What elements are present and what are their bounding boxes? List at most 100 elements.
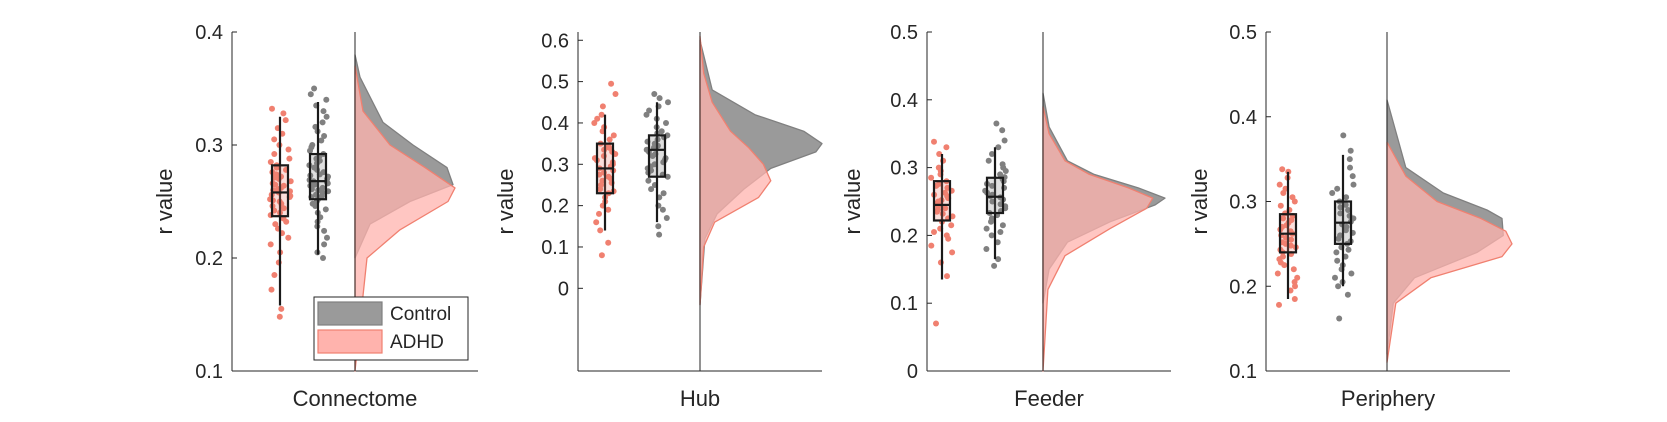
data-point-adhd <box>1290 266 1297 273</box>
data-point-adhd <box>271 272 278 278</box>
data-point-control <box>1346 156 1353 163</box>
data-point-adhd <box>278 305 285 312</box>
y-axis-label: r value <box>493 168 518 234</box>
data-point-adhd <box>942 189 948 196</box>
data-point-control <box>1350 181 1357 188</box>
data-point-adhd <box>598 111 605 118</box>
data-point-control <box>1340 132 1347 139</box>
data-point-control <box>1343 194 1350 201</box>
data-point-control <box>991 262 998 269</box>
y-tick-label: 0 <box>907 361 918 383</box>
data-point-control <box>664 173 671 180</box>
data-point-adhd <box>942 205 949 212</box>
data-point-adhd <box>1277 202 1284 209</box>
y-tick-label: 0.4 <box>890 90 918 112</box>
data-point-adhd <box>1280 215 1287 222</box>
data-point-control <box>321 227 328 234</box>
data-point-adhd <box>267 159 274 165</box>
y-tick-label: 0.3 <box>890 158 918 180</box>
data-point-control <box>309 142 316 148</box>
data-point-control <box>323 113 330 120</box>
y-axis-label: r value <box>840 168 865 234</box>
data-point-control <box>658 128 665 135</box>
data-point-control <box>1334 257 1341 264</box>
data-point-control <box>999 161 1006 168</box>
data-point-adhd <box>271 151 278 157</box>
data-point-control <box>1349 173 1356 180</box>
data-point-adhd <box>276 313 283 320</box>
data-point-control <box>999 222 1006 229</box>
data-point-control <box>320 108 327 115</box>
data-point-adhd <box>605 206 612 213</box>
data-point-control <box>648 186 655 193</box>
data-point-control <box>1345 207 1352 213</box>
data-point-control <box>319 119 326 126</box>
density-adhd <box>1386 141 1513 364</box>
data-point-control <box>1335 283 1342 290</box>
data-point-control <box>660 190 667 197</box>
data-point-control <box>1001 137 1008 144</box>
data-point-adhd <box>287 178 294 185</box>
data-point-adhd <box>606 136 613 143</box>
y-axis-label: r value <box>1187 168 1212 234</box>
data-point-control <box>985 157 992 164</box>
data-point-adhd <box>1289 194 1296 201</box>
y-tick-label: 0.3 <box>195 135 223 157</box>
data-point-adhd <box>285 234 292 241</box>
data-point-control <box>663 215 670 221</box>
y-tick-label: 0.3 <box>541 154 569 176</box>
y-axis-label: r value <box>152 168 177 234</box>
data-point-control <box>645 177 652 184</box>
data-point-control <box>321 241 328 248</box>
data-point-adhd <box>280 182 287 189</box>
data-point-adhd <box>280 110 287 117</box>
data-point-adhd <box>928 174 935 181</box>
data-point-control <box>995 256 1002 263</box>
data-point-adhd <box>948 222 955 229</box>
legend-label-control: Control <box>390 304 451 325</box>
y-tick-label: 0.5 <box>541 72 569 94</box>
data-point-adhd <box>943 144 950 151</box>
x-axis-label: Periphery <box>1341 386 1435 411</box>
data-point-adhd <box>593 219 600 226</box>
data-point-control <box>659 206 666 213</box>
data-point-control <box>983 225 990 232</box>
data-point-adhd <box>1276 181 1283 188</box>
data-point-adhd <box>1279 166 1286 173</box>
y-tick-label: 0.1 <box>1229 361 1257 383</box>
data-point-adhd <box>949 249 956 256</box>
y-tick-label: 0.6 <box>541 30 569 52</box>
data-point-control <box>656 95 663 102</box>
y-tick-label: 0.3 <box>1229 192 1257 214</box>
data-point-control <box>988 215 995 222</box>
data-point-adhd <box>268 286 275 293</box>
density-adhd <box>699 35 772 306</box>
data-point-adhd <box>596 210 602 217</box>
y-tick-label: 0.1 <box>541 237 569 259</box>
data-point-control <box>997 171 1004 178</box>
y-tick-label: 0.4 <box>195 22 223 44</box>
data-point-control <box>655 223 662 230</box>
y-tick-label: 0.4 <box>1229 107 1257 129</box>
legend: Control ADHD <box>313 296 469 361</box>
x-axis-label: Connectome <box>293 386 418 411</box>
legend-swatch-control <box>317 301 383 326</box>
y-tick-label: 0.2 <box>1229 276 1257 298</box>
legend-swatch-adhd <box>317 329 383 354</box>
data-point-adhd <box>594 115 601 122</box>
data-point-control <box>665 99 671 106</box>
data-point-control <box>1329 190 1336 196</box>
data-point-control <box>1347 164 1353 171</box>
data-point-adhd <box>928 242 935 249</box>
data-point-control <box>646 107 653 114</box>
y-tick-label: 0.1 <box>890 293 918 315</box>
data-point-control <box>989 182 996 189</box>
data-point-control <box>1334 185 1341 192</box>
y-tick-label: 0.4 <box>541 113 569 135</box>
density-adhd <box>354 65 456 372</box>
data-point-adhd <box>591 120 598 126</box>
data-point-control <box>311 85 318 92</box>
data-point-control <box>320 255 326 261</box>
